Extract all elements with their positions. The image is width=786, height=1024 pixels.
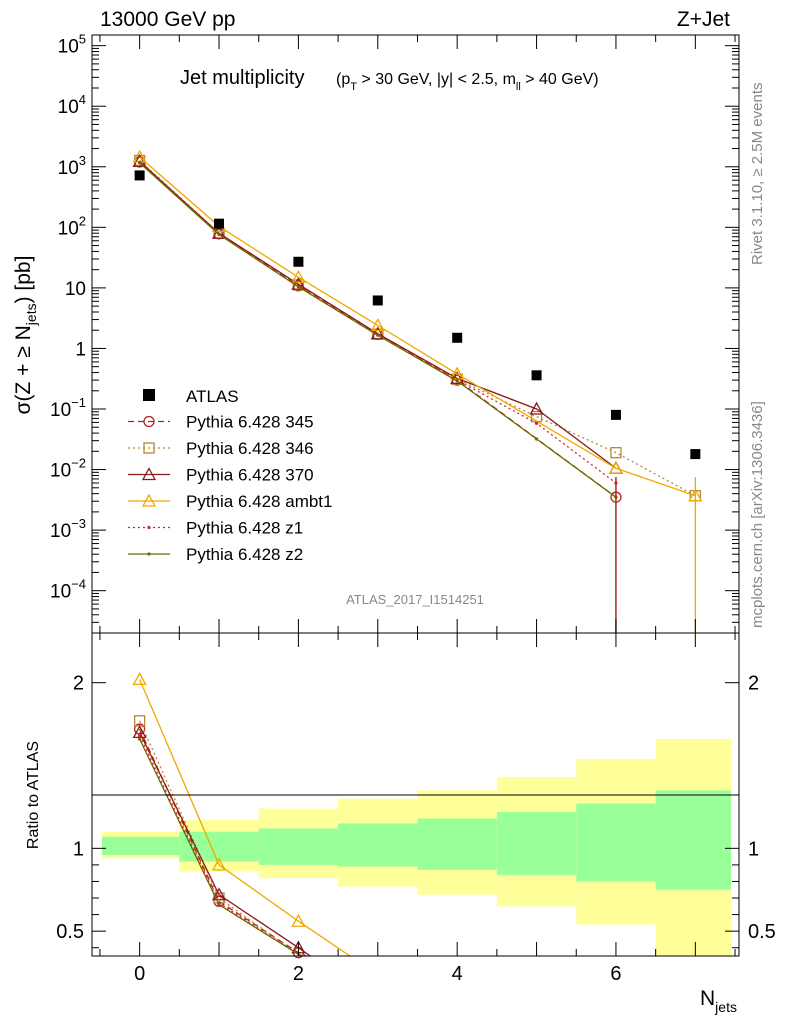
- chart-subtitle: (pT > 30 GeV, |y| < 2.5, mll > 40 GeV): [336, 71, 599, 93]
- legend-marker-4: [147, 525, 151, 530]
- legend-label-1: Pythia 6.428 346: [186, 439, 314, 458]
- legend-label-2: Pythia 6.428 370: [186, 466, 314, 485]
- ratio-line-0: [139, 728, 307, 957]
- ratio-line-1: [139, 720, 307, 957]
- atlas-point-1: [214, 218, 225, 229]
- rivet-label: Rivet 3.1.10, ≥ 2.5M events: [749, 83, 766, 266]
- band-green-7: [655, 790, 731, 890]
- ratio-tick-label-l-1: 1: [73, 838, 84, 860]
- legend-label-3: Pythia 6.428 ambt1: [186, 492, 332, 511]
- atlas-point-4: [452, 332, 463, 343]
- atlas-point-7: [690, 449, 701, 460]
- legend: ATLAS Pythia 6.428 345 Pythia 6.428 346 Pyt…: [128, 387, 332, 564]
- ratio-y-axis-label: Ratio to ATLAS: [25, 741, 42, 849]
- legend-label-0: Pythia 6.428 345: [186, 413, 314, 432]
- series-marker-5-2: [296, 285, 301, 289]
- series-marker-5-4: [455, 379, 459, 383]
- x-tick-label-4: 4: [452, 963, 463, 985]
- ratio-marker-5-0: [138, 737, 142, 741]
- main-y-axis-label: σ(Z + ≥ Njets) [pb]: [12, 256, 39, 415]
- mcplots-label: mcplots.cern.ch [arXiv:1306.3436]: [749, 401, 766, 628]
- atlas-point-5: [531, 370, 542, 381]
- series-marker-2-4: [450, 371, 465, 385]
- ratio-marker-5-1: [217, 903, 221, 907]
- series-marker-3-3: [370, 318, 385, 332]
- band-green-5: [496, 811, 577, 875]
- atlas-point-2: [293, 256, 304, 267]
- x-tick-label-2: 2: [293, 963, 304, 985]
- ratio-marker-3-0: [132, 672, 147, 686]
- legend-label-atlas: ATLAS: [186, 387, 239, 406]
- band-green-4: [417, 818, 497, 870]
- legend-marker-5: [147, 552, 151, 556]
- ratio-uncertainty-bands: [102, 739, 731, 956]
- y-tick-label-10^4: 104: [58, 92, 86, 118]
- ratio-tick-label-l-2: 2: [73, 673, 84, 695]
- y-tick-label-10: 10: [65, 279, 86, 300]
- series-marker-5-0: [138, 161, 142, 165]
- ratio-marker-0-0: [133, 723, 146, 735]
- y-tick-label-1: 1: [75, 339, 86, 360]
- band-green-6: [576, 803, 656, 882]
- atlas-point-0: [134, 170, 145, 181]
- ratio-tick-label-r-2: 2: [748, 673, 759, 695]
- series-marker-2-2: [291, 276, 306, 290]
- legend-marker-3: [141, 493, 157, 507]
- band-green-0: [102, 836, 180, 855]
- axis-ticks: 0 2 4 6 10−4 10−3 10−2 10−1 1 10 102 103 104 105 0.5 0.…: [50, 32, 776, 985]
- atlas-point-6: [610, 409, 621, 420]
- x-tick-label-0: 0: [134, 963, 145, 985]
- legend-marker-1: [143, 442, 155, 454]
- band-green-1: [179, 831, 259, 862]
- y-tick-label-10^-4: 10−4: [50, 577, 86, 603]
- series-marker-5-5: [534, 437, 539, 441]
- series-marker-5-1: [217, 232, 221, 237]
- ratio-marker-3-1: [211, 857, 227, 871]
- atlas-point-3: [372, 295, 383, 306]
- ratio-tick-label-r-1: 1: [748, 838, 759, 860]
- ratio-marker-3-2: [291, 913, 306, 927]
- y-tick-label-10^-2: 10−2: [50, 456, 86, 482]
- legend-marker-2: [141, 467, 157, 481]
- y-tick-label-10^5: 105: [58, 32, 86, 58]
- chart-title-main: Jet multiplicity: [180, 67, 304, 89]
- series-marker-5-3: [376, 333, 380, 337]
- y-tick-label-10^2: 102: [58, 213, 86, 239]
- series-marker-3-2: [291, 269, 306, 283]
- legend-marker-atlas: [143, 389, 155, 401]
- header-right: Z+Jet: [677, 8, 730, 31]
- analysis-id: ATLAS_2017_I1514251: [346, 592, 484, 607]
- legend-marker-0: [143, 415, 155, 428]
- x-tick-label-6: 6: [610, 963, 621, 985]
- series-marker-4-5: [534, 421, 539, 425]
- y-tick-label-10^-1: 10−1: [50, 395, 86, 421]
- series-marker-1-6: [610, 447, 622, 459]
- ratio-marker-4-0: [138, 734, 142, 738]
- ratio-tick-label-l-0.5: 0.5: [56, 921, 84, 943]
- series-marker-3-5: [608, 460, 624, 474]
- legend-label-4: Pythia 6.428 z1: [186, 519, 303, 538]
- ratio-line-5: [139, 738, 303, 957]
- band-green-2: [258, 828, 339, 865]
- band-green-3: [338, 823, 418, 867]
- series-marker-1-2: [292, 279, 305, 291]
- atlas-data-points: [134, 170, 701, 460]
- y-tick-label-10^3: 103: [58, 153, 86, 179]
- ratio-marker-2-1: [211, 887, 227, 901]
- legend-label-5: Pythia 6.428 z2: [186, 545, 303, 564]
- ratio-series-lines: [132, 672, 351, 959]
- ratio-marker-2-0: [132, 725, 147, 739]
- series-marker-2-0: [132, 153, 147, 167]
- header-left: 13000 GeV pp: [100, 8, 235, 31]
- y-tick-label-10^-3: 10−3: [50, 516, 86, 542]
- series-marker-2-5: [529, 401, 544, 415]
- ratio-tick-label-r-0.5: 0.5: [748, 921, 776, 943]
- ratio-line-3: [139, 679, 351, 957]
- chart-title: Jet multiplicity: [180, 67, 304, 89]
